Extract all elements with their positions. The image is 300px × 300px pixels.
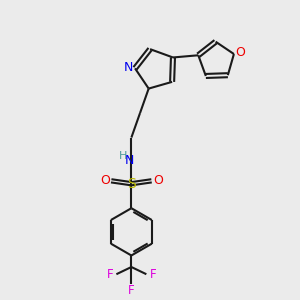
Text: O: O [100,174,110,187]
Text: F: F [149,268,156,281]
Text: N: N [125,154,135,167]
Text: O: O [153,174,163,187]
Text: N: N [124,61,134,74]
Text: S: S [127,177,136,191]
Text: O: O [235,46,245,59]
Text: F: F [128,284,135,297]
Text: F: F [107,268,113,281]
Text: H: H [119,151,128,161]
